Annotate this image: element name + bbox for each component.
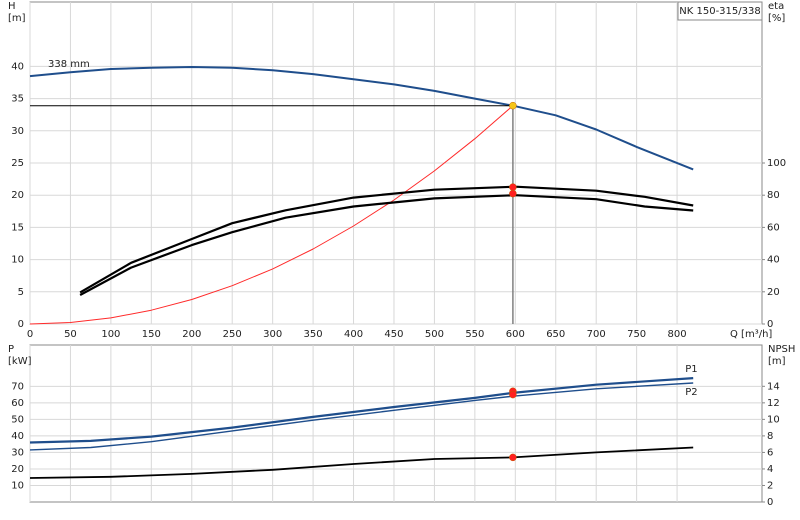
y-axis-title: H xyxy=(8,1,16,12)
curve xyxy=(29,382,694,451)
y2-tick-label: 0 xyxy=(767,319,773,330)
x-tick-label: 500 xyxy=(425,329,444,340)
operating-point xyxy=(509,453,517,462)
y-tick-label: 30 xyxy=(11,447,24,458)
y2-tick-label: 12 xyxy=(767,398,780,409)
y2-axis-unit: [%] xyxy=(768,13,785,24)
x-tick-label: 100 xyxy=(101,329,120,340)
x-tick-label: 250 xyxy=(223,329,242,340)
model-badge-box xyxy=(677,1,763,21)
x-tick-label: 600 xyxy=(506,329,525,340)
x-tick-label: 50 xyxy=(64,329,77,340)
series-label: P1 xyxy=(685,364,697,375)
y-tick-label: 15 xyxy=(11,222,24,233)
y-axis-unit: [kW] xyxy=(8,356,32,367)
y2-tick-label: 6 xyxy=(767,447,773,458)
x-tick-label: 200 xyxy=(182,329,201,340)
curve xyxy=(29,446,694,479)
model-badge: NK 150-315/338 xyxy=(679,6,760,17)
y-tick-label: 20 xyxy=(11,464,24,475)
x-tick-label: 0 xyxy=(27,329,33,340)
y-tick-label: 25 xyxy=(11,158,24,169)
x-tick-label: 550 xyxy=(465,329,484,340)
x-tick-label: 750 xyxy=(627,329,646,340)
curve xyxy=(29,105,514,325)
y2-tick-label: 2 xyxy=(767,480,773,491)
operating-point xyxy=(509,390,517,399)
x-tick-label: 300 xyxy=(263,329,282,340)
y-tick-label: 70 xyxy=(11,381,24,392)
x-tick-label: 650 xyxy=(546,329,565,340)
y2-tick-label: 100 xyxy=(767,158,786,169)
y2-tick-label: 14 xyxy=(767,381,780,392)
curve xyxy=(29,377,694,444)
y2-tick-label: 20 xyxy=(767,287,780,298)
y-tick-label: 50 xyxy=(11,414,24,425)
y2-tick-label: 10 xyxy=(767,414,780,425)
y-tick-label: 10 xyxy=(11,480,24,491)
y2-axis-title: NPSH xyxy=(768,344,795,355)
y-axis-title: P xyxy=(8,344,14,355)
x-tick-label: 800 xyxy=(668,329,687,340)
y2-axis-unit: [m] xyxy=(768,356,786,367)
y2-axis-title: eta xyxy=(768,1,784,12)
series-label: 338 mm xyxy=(48,59,90,70)
y-tick-label: 30 xyxy=(11,126,24,137)
y-tick-label: 20 xyxy=(11,190,24,201)
y-tick-label: 35 xyxy=(11,94,24,105)
y-axis-unit: [m] xyxy=(8,13,26,24)
x-tick-label: 350 xyxy=(304,329,323,340)
y2-tick-label: 80 xyxy=(767,190,780,201)
y2-tick-label: 4 xyxy=(767,464,773,475)
operating-point xyxy=(509,183,517,191)
curve xyxy=(29,66,694,171)
y-tick-label: 60 xyxy=(11,398,24,409)
y-tick-label: 5 xyxy=(18,287,24,298)
y2-tick-label: 40 xyxy=(767,255,780,266)
curve xyxy=(79,194,694,296)
y-tick-label: 40 xyxy=(11,61,24,72)
x-tick-label: 700 xyxy=(587,329,606,340)
y2-tick-label: 60 xyxy=(767,222,780,233)
y2-tick-label: 8 xyxy=(767,431,773,442)
operating-point xyxy=(509,189,517,198)
y-tick-label: 0 xyxy=(18,319,24,330)
x-tick-label: 450 xyxy=(384,329,403,340)
x-axis-title: Q [m³/h] xyxy=(730,329,772,340)
y-tick-label: 10 xyxy=(11,255,24,266)
curve xyxy=(79,185,694,294)
series-label: P2 xyxy=(685,387,697,398)
x-tick-label: 400 xyxy=(344,329,363,340)
operating-point xyxy=(509,101,517,110)
y-tick-label: 40 xyxy=(11,431,24,442)
x-tick-label: 150 xyxy=(142,329,161,340)
y2-tick-label: 0 xyxy=(767,497,773,508)
